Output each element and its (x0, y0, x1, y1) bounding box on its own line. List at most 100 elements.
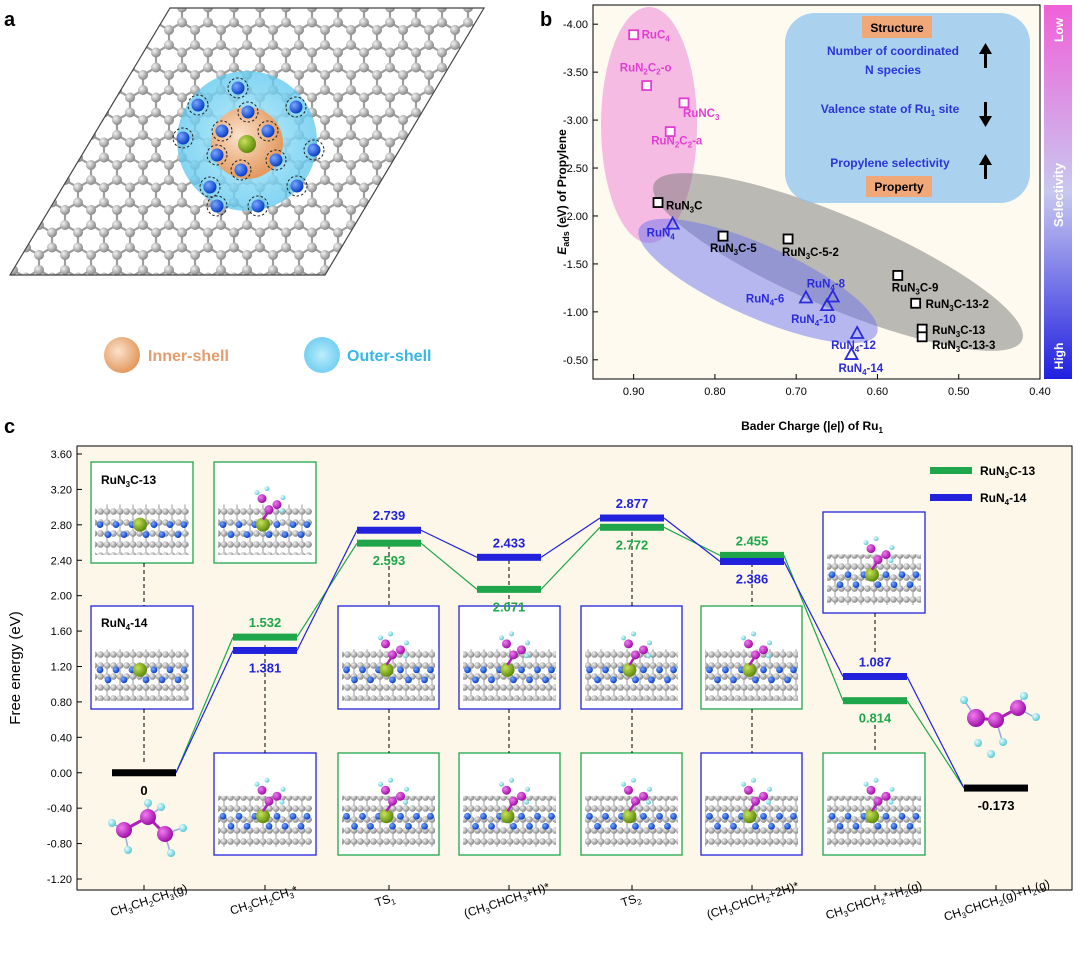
point-RuN4-6 (798, 289, 814, 304)
dashed-ring (206, 195, 228, 217)
energy-profiles: 0 -0.173 1.532 1.381 2.593 2.739 2.071 2.433 2.7… (112, 496, 1028, 813)
energy-y-title: Free energy (eV) (7, 611, 24, 724)
nitrogen-atom (297, 531, 305, 539)
carbon-atom (272, 500, 282, 510)
dashed-ring (227, 77, 249, 99)
nitrogen-atom (776, 812, 783, 820)
inset-mid-1 (458, 605, 561, 710)
point-RuN3C-5 (717, 230, 729, 242)
y-tick-label: 2.40 (51, 555, 72, 567)
scatter-points: RuC4 RuN2C2-o RuNC3 RuN2C2-a RuN3C RuN3C-5 RuN… (620, 29, 995, 377)
connector-RuN4-14 (420, 529, 478, 558)
dashed-ring (172, 127, 194, 149)
nitrogen-atom (234, 163, 248, 177)
nitrogen-atom (488, 822, 495, 830)
nitrogen-atom (235, 521, 243, 529)
nitrogen-atom (191, 98, 205, 112)
value-green-2: 2.593 (373, 553, 406, 568)
inset-run3c-13 (90, 461, 194, 564)
hydrogen-atom (647, 640, 652, 646)
point-RuN2C2-a (664, 126, 676, 137)
hydrogen-atom (889, 545, 895, 551)
nitrogen-atom (174, 531, 182, 539)
hydrogen-atom (863, 540, 869, 546)
nitrogen-atom (534, 812, 541, 820)
trend-3-label: Propylene selectivity (830, 156, 950, 170)
category-1: CH3CH2CH3* (228, 883, 300, 920)
nitrogen-atom (828, 812, 836, 820)
run3c-region (653, 173, 1023, 351)
hydrogen-atom (254, 781, 260, 787)
nitrogen-atom (307, 143, 321, 157)
nitrogen-atom (640, 812, 647, 820)
point-RuN3C-9 (892, 270, 904, 281)
hydrogen-atom (525, 786, 530, 792)
carbon-atom (257, 785, 267, 795)
carbon-atom (881, 791, 891, 801)
scatter-x-title: Bader Charge (|e|) of Ru1 (741, 419, 883, 435)
nitrogen-atom (219, 521, 227, 529)
carbon-atom (639, 645, 648, 655)
nitrogen-atom (142, 676, 150, 684)
nitrogen-atom (389, 822, 396, 830)
trend-arrows (979, 43, 992, 179)
y-tick-label: 0.40 (51, 732, 72, 744)
level-RuN3C-13-3 (477, 585, 541, 593)
nitrogen-atom (586, 666, 593, 674)
x-tick-label: 0.80 (704, 386, 725, 398)
point-label-RuC4: RuC4 (642, 30, 671, 44)
inset-run4-14 (90, 605, 194, 710)
nitrogen-atom (714, 676, 721, 684)
carbon-atom (759, 645, 768, 655)
y-tick-label: 3.60 (51, 449, 72, 461)
ru-atom (133, 517, 147, 532)
nitrogen-atom (303, 521, 311, 529)
dashed-ring (206, 144, 228, 166)
connector-RuN4-14 (906, 676, 965, 789)
carbon-atom (264, 505, 274, 515)
inset-bot-3 (580, 752, 683, 856)
hydrogen-atom (509, 631, 514, 637)
inset-bot-2 (458, 752, 561, 856)
ru-atom (622, 809, 637, 824)
hydrogen-atom (524, 799, 529, 805)
nitrogen-atom (790, 666, 797, 674)
y-tick-label: -4.00 (563, 19, 588, 31)
nitrogen-atom (752, 676, 759, 684)
y-tick-label: -0.40 (47, 803, 72, 815)
dashed-ring (265, 149, 287, 171)
nitrogen-atom (610, 822, 617, 830)
nitrogen-atom (844, 812, 852, 820)
nitrogen-atom (632, 822, 639, 830)
nitrogen-atom (760, 666, 767, 674)
dashed-ring (303, 139, 325, 161)
nitrogen-atom (768, 676, 775, 684)
connector-RuN3C-13 (906, 700, 965, 789)
hydrogen-atom (621, 635, 626, 641)
level-end (964, 784, 1028, 792)
point-label-RuN4-12: RuN4-12 (831, 340, 876, 354)
carbon-atom (751, 796, 760, 806)
hydrogen-atom (863, 781, 869, 787)
nitrogen-atom (397, 812, 404, 820)
point-label-RuN2C2-o: RuN2C2-o (620, 63, 672, 77)
point-RuN2C2-o (641, 80, 653, 91)
scatter-y-title: Eads (eV) of Propylene (555, 129, 571, 255)
value-blue-2: 2.739 (373, 508, 406, 523)
nitrogen-atom (421, 676, 428, 684)
y-tick-label: 1.20 (51, 662, 72, 674)
nitrogen-atom (96, 666, 104, 674)
nitrogen-atom (351, 676, 358, 684)
value-end: -0.173 (978, 798, 1015, 813)
carbon-atom (264, 796, 274, 806)
legend-inner-shell: Inner-shell (104, 337, 229, 373)
nitrogen-atom (120, 676, 128, 684)
dashed-ring (247, 195, 269, 217)
value-blue-4: 2.877 (616, 496, 649, 511)
inset-label-run4-14: RuN4-14 (101, 616, 148, 632)
nitrogen-atom (790, 812, 797, 820)
legend-swatch-run4-14 (930, 494, 972, 501)
nitrogen-atom (898, 812, 906, 820)
level-RuN3C-13-6 (843, 697, 907, 705)
hydrogen-atom (889, 786, 895, 792)
